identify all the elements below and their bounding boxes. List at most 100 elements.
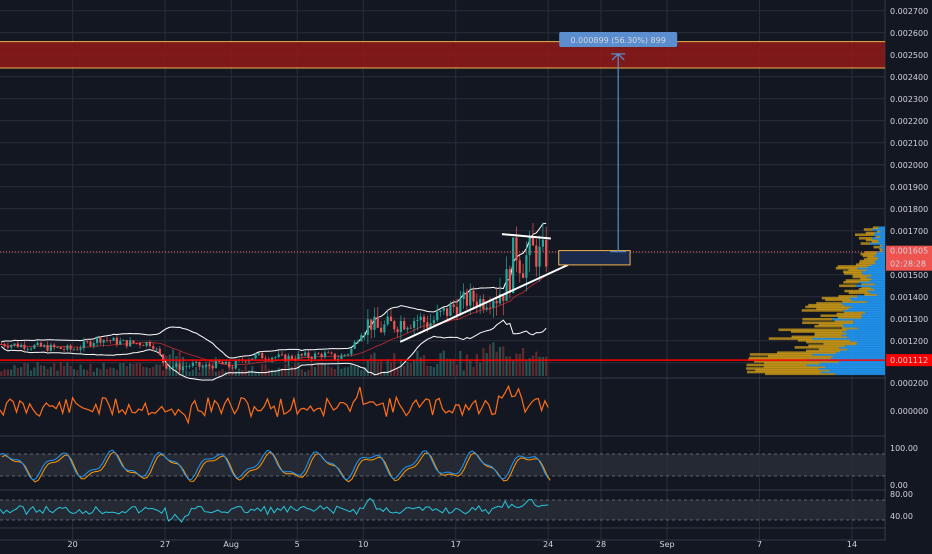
- candle-body[interactable]: [49, 344, 52, 351]
- candle-body[interactable]: [333, 353, 336, 360]
- candle-body[interactable]: [185, 366, 188, 368]
- candle-body[interactable]: [376, 316, 379, 328]
- candle-body[interactable]: [257, 353, 260, 355]
- candle-body[interactable]: [492, 300, 495, 308]
- candle-body[interactable]: [538, 246, 541, 267]
- candle-body[interactable]: [313, 353, 317, 359]
- candle-body[interactable]: [413, 320, 416, 328]
- candle-body[interactable]: [429, 323, 432, 328]
- candle-body[interactable]: [33, 345, 36, 349]
- candle-body[interactable]: [86, 341, 89, 343]
- candle-body[interactable]: [432, 320, 436, 324]
- candle-body[interactable]: [330, 352, 333, 354]
- candle-body[interactable]: [379, 327, 383, 333]
- candle-body[interactable]: [300, 353, 303, 356]
- target-box[interactable]: [558, 250, 631, 266]
- candle-body[interactable]: [373, 316, 376, 330]
- candle-body[interactable]: [191, 362, 194, 366]
- candle-body[interactable]: [436, 312, 439, 321]
- candle-body[interactable]: [360, 335, 363, 342]
- candle-body[interactable]: [43, 345, 46, 347]
- candle-body[interactable]: [201, 366, 204, 368]
- candle-body[interactable]: [409, 327, 412, 329]
- candle-body[interactable]: [356, 341, 360, 343]
- candle-body[interactable]: [449, 304, 452, 316]
- candle-body[interactable]: [125, 340, 128, 347]
- candle-body[interactable]: [502, 293, 505, 301]
- candle-body[interactable]: [518, 260, 521, 274]
- candle-body[interactable]: [442, 308, 445, 311]
- candle-body[interactable]: [39, 342, 43, 347]
- candle-body[interactable]: [92, 343, 95, 346]
- candle-body[interactable]: [389, 316, 393, 322]
- candle-body[interactable]: [383, 324, 386, 333]
- triangle-lower-line[interactable]: [399, 263, 569, 343]
- candle-body[interactable]: [455, 306, 459, 316]
- candle-body[interactable]: [525, 255, 528, 278]
- candle-body[interactable]: [363, 334, 366, 336]
- candle-body[interactable]: [82, 341, 85, 349]
- candle-body[interactable]: [181, 366, 185, 370]
- candle-body[interactable]: [416, 320, 419, 321]
- candle-body[interactable]: [284, 354, 287, 362]
- candle-body[interactable]: [224, 361, 227, 365]
- candle-body[interactable]: [462, 291, 465, 300]
- candle-body[interactable]: [505, 269, 508, 301]
- candle-body[interactable]: [350, 348, 353, 355]
- candle-body[interactable]: [403, 320, 406, 330]
- candle-body[interactable]: [406, 327, 409, 330]
- candle-body[interactable]: [26, 348, 29, 350]
- candle-body[interactable]: [531, 236, 535, 246]
- drawings[interactable]: 0.000899 (56.30%) 899: [0, 32, 885, 361]
- candle-body[interactable]: [145, 342, 148, 346]
- candle-body[interactable]: [99, 337, 102, 343]
- candle-body[interactable]: [459, 299, 462, 316]
- candle-body[interactable]: [16, 343, 19, 348]
- candle-body[interactable]: [343, 354, 346, 356]
- candle-body[interactable]: [208, 364, 211, 367]
- candle-body[interactable]: [13, 343, 16, 346]
- candle-body[interactable]: [188, 365, 191, 367]
- candle-body[interactable]: [244, 360, 247, 362]
- candle-body[interactable]: [515, 237, 518, 261]
- candle-body[interactable]: [393, 321, 396, 330]
- candle-body[interactable]: [508, 269, 511, 294]
- candle-body[interactable]: [168, 367, 171, 369]
- candle-body[interactable]: [53, 344, 56, 348]
- candle-body[interactable]: [386, 316, 389, 325]
- candle-body[interactable]: [465, 291, 469, 306]
- candle-body[interactable]: [337, 358, 340, 360]
- candle-body[interactable]: [36, 342, 39, 346]
- candle-body[interactable]: [366, 319, 369, 335]
- candle-body[interactable]: [89, 341, 92, 346]
- candle-body[interactable]: [479, 298, 482, 308]
- candle-body[interactable]: [528, 236, 531, 256]
- candle-body[interactable]: [287, 355, 290, 362]
- candle-body[interactable]: [23, 344, 26, 350]
- candle-body[interactable]: [545, 239, 548, 267]
- candle-body[interactable]: [297, 353, 300, 360]
- candle-body[interactable]: [304, 352, 307, 356]
- candle-body[interactable]: [155, 348, 158, 350]
- candle-body[interactable]: [251, 358, 254, 360]
- candle-body[interactable]: [234, 360, 237, 369]
- candle-body[interactable]: [472, 290, 475, 302]
- candle-body[interactable]: [204, 364, 208, 367]
- candle-body[interactable]: [102, 339, 105, 343]
- candle-body[interactable]: [327, 352, 330, 354]
- candle-body[interactable]: [323, 352, 327, 358]
- candle-body[interactable]: [521, 273, 525, 278]
- candle-body[interactable]: [446, 308, 449, 316]
- candle-body[interactable]: [119, 340, 122, 345]
- candle-body[interactable]: [264, 358, 267, 360]
- candle-body[interactable]: [158, 348, 161, 355]
- candle-body[interactable]: [95, 337, 99, 344]
- candle-body[interactable]: [317, 353, 320, 355]
- candle-body[interactable]: [132, 340, 135, 344]
- candle-body[interactable]: [72, 349, 76, 351]
- candle-body[interactable]: [231, 367, 234, 369]
- candle-body[interactable]: [10, 345, 13, 348]
- candle-body[interactable]: [221, 361, 224, 365]
